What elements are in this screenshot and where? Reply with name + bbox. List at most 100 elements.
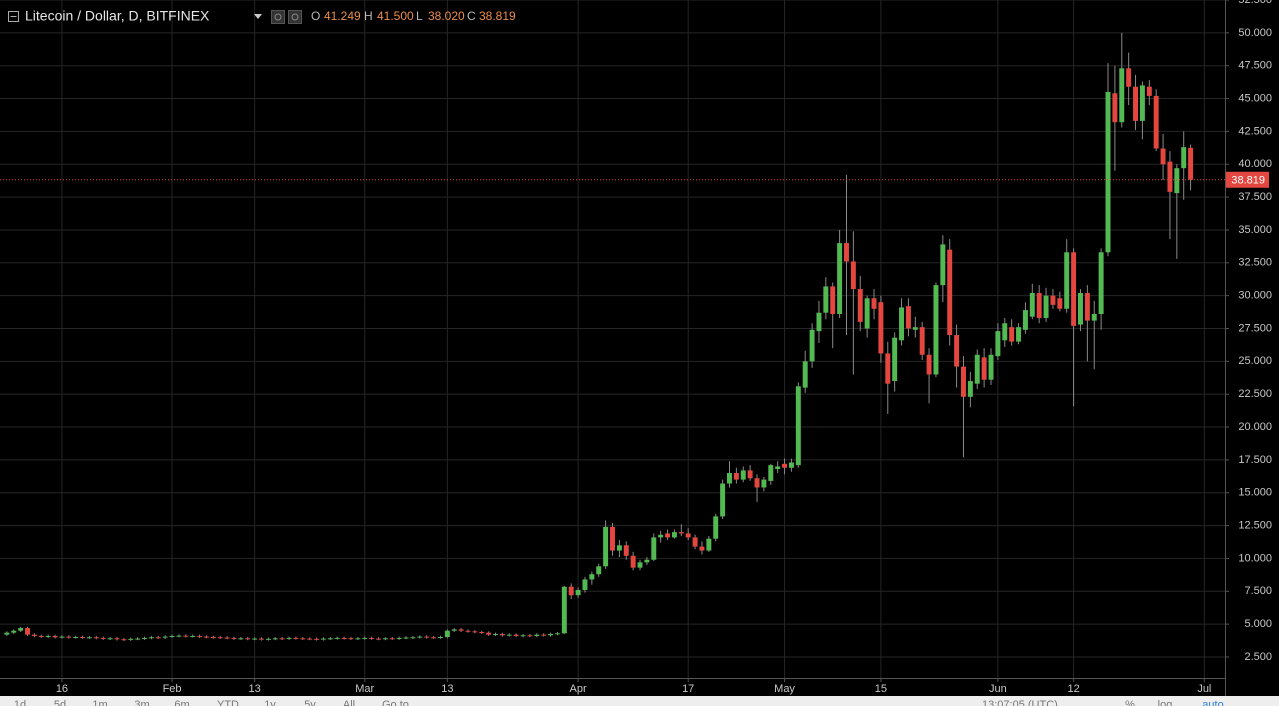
range-button[interactable]: 1y — [264, 699, 276, 706]
candle-body — [899, 307, 905, 341]
candle-body — [169, 635, 175, 637]
candle-body — [974, 354, 980, 384]
candle-body — [86, 637, 92, 639]
candle-body — [300, 638, 306, 640]
scale-option[interactable]: log — [1158, 699, 1173, 706]
y-tick-label: 40.000 — [1238, 158, 1272, 170]
candle-body — [327, 638, 333, 640]
candle-body — [768, 465, 774, 481]
ohlc-key: H — [364, 9, 373, 23]
toolbar-background — [0, 696, 1279, 706]
candle-body — [59, 636, 65, 638]
range-button[interactable]: 5y — [304, 699, 316, 706]
candle-body — [148, 637, 154, 639]
candle-body — [506, 634, 512, 636]
candle-body — [1112, 93, 1118, 123]
candle-body — [176, 635, 182, 637]
candle-body — [279, 638, 285, 640]
candle-body — [520, 635, 526, 637]
y-tick-label: 45.000 — [1238, 92, 1272, 104]
candle-body — [73, 637, 79, 639]
candle-body — [857, 289, 863, 322]
range-button[interactable]: All — [343, 699, 355, 706]
candle-body — [782, 463, 788, 468]
candle-body — [692, 537, 698, 547]
candle-body — [610, 526, 615, 551]
goto-button[interactable]: Go to... — [382, 699, 418, 706]
x-tick-label: Feb — [163, 683, 182, 695]
x-tick-label: 12 — [1067, 683, 1079, 695]
range-button[interactable]: 5d — [54, 699, 66, 706]
ohlc-value: 38.020 — [428, 9, 465, 23]
y-tick-label: 47.500 — [1238, 60, 1272, 72]
candle-body — [382, 638, 388, 640]
y-tick-label: 2.500 — [1244, 651, 1272, 663]
candle-body — [850, 261, 856, 290]
candle-body — [45, 635, 51, 637]
range-button[interactable]: 6m — [174, 699, 189, 706]
y-tick-label: 12.500 — [1238, 519, 1272, 531]
x-tick-label: Apr — [570, 683, 587, 695]
symbol-menu-caret[interactable] — [254, 14, 262, 19]
candle-body — [203, 636, 209, 638]
candle-body — [637, 562, 643, 568]
candle-body — [107, 638, 113, 640]
candle-body — [582, 579, 588, 590]
candle-body — [816, 312, 822, 332]
candle-body — [1139, 85, 1145, 121]
format-icon[interactable] — [288, 10, 302, 24]
candle-body — [410, 637, 416, 639]
candle-body — [1153, 95, 1159, 149]
candle-body — [451, 629, 457, 631]
candle-body — [1098, 252, 1104, 315]
candle-body — [616, 545, 622, 551]
y-tick-label: 15.000 — [1238, 487, 1272, 499]
ohlc-value: 41.249 — [324, 9, 361, 23]
bottom-toolbar: 1d 5d 1m 3m 6m YTD 1y 5y All Go to... 13:07:05 (UT… — [0, 696, 1279, 706]
candle-body — [1167, 161, 1173, 192]
candle-body — [1009, 327, 1015, 342]
candle-body — [1160, 148, 1166, 165]
candle-body — [162, 636, 168, 638]
candle-body — [644, 559, 650, 563]
candle-body — [245, 638, 251, 640]
x-tick-label: Mar — [355, 683, 374, 695]
candle-body — [1091, 314, 1097, 321]
candle-body — [651, 537, 657, 560]
candle-body — [548, 633, 554, 636]
candle-body — [1133, 86, 1139, 121]
candle-body — [479, 632, 485, 634]
candle-body — [1181, 147, 1187, 169]
y-tick-label: 25.000 — [1238, 355, 1272, 367]
scale-option[interactable]: % — [1125, 699, 1135, 706]
range-button[interactable]: 1m — [92, 699, 107, 706]
candle-body — [396, 637, 402, 639]
collapse-icon[interactable] — [8, 11, 19, 22]
candle-body — [1071, 252, 1077, 326]
candle-body — [926, 354, 932, 375]
candle-body — [31, 634, 37, 636]
candle-body — [1174, 168, 1180, 194]
y-tick-label: 37.500 — [1238, 191, 1272, 203]
candle-body — [892, 337, 898, 382]
scale-option[interactable]: auto — [1202, 699, 1223, 706]
candle-body — [603, 526, 609, 567]
y-tick-label: 35.000 — [1238, 224, 1272, 236]
candle-body — [933, 285, 939, 375]
candle-body — [362, 637, 368, 639]
candle-body — [568, 586, 574, 596]
candle-body — [1078, 293, 1083, 325]
candle-body — [878, 302, 884, 354]
candle-body — [224, 637, 230, 639]
candle-body — [527, 635, 533, 637]
candle-body — [747, 470, 753, 479]
range-button[interactable]: 3m — [134, 699, 149, 706]
range-button[interactable]: 1d — [14, 699, 26, 706]
candle-body — [919, 327, 925, 355]
candle-body — [389, 638, 395, 640]
settings-icon[interactable] — [271, 10, 285, 24]
range-button[interactable]: YTD — [217, 699, 239, 706]
